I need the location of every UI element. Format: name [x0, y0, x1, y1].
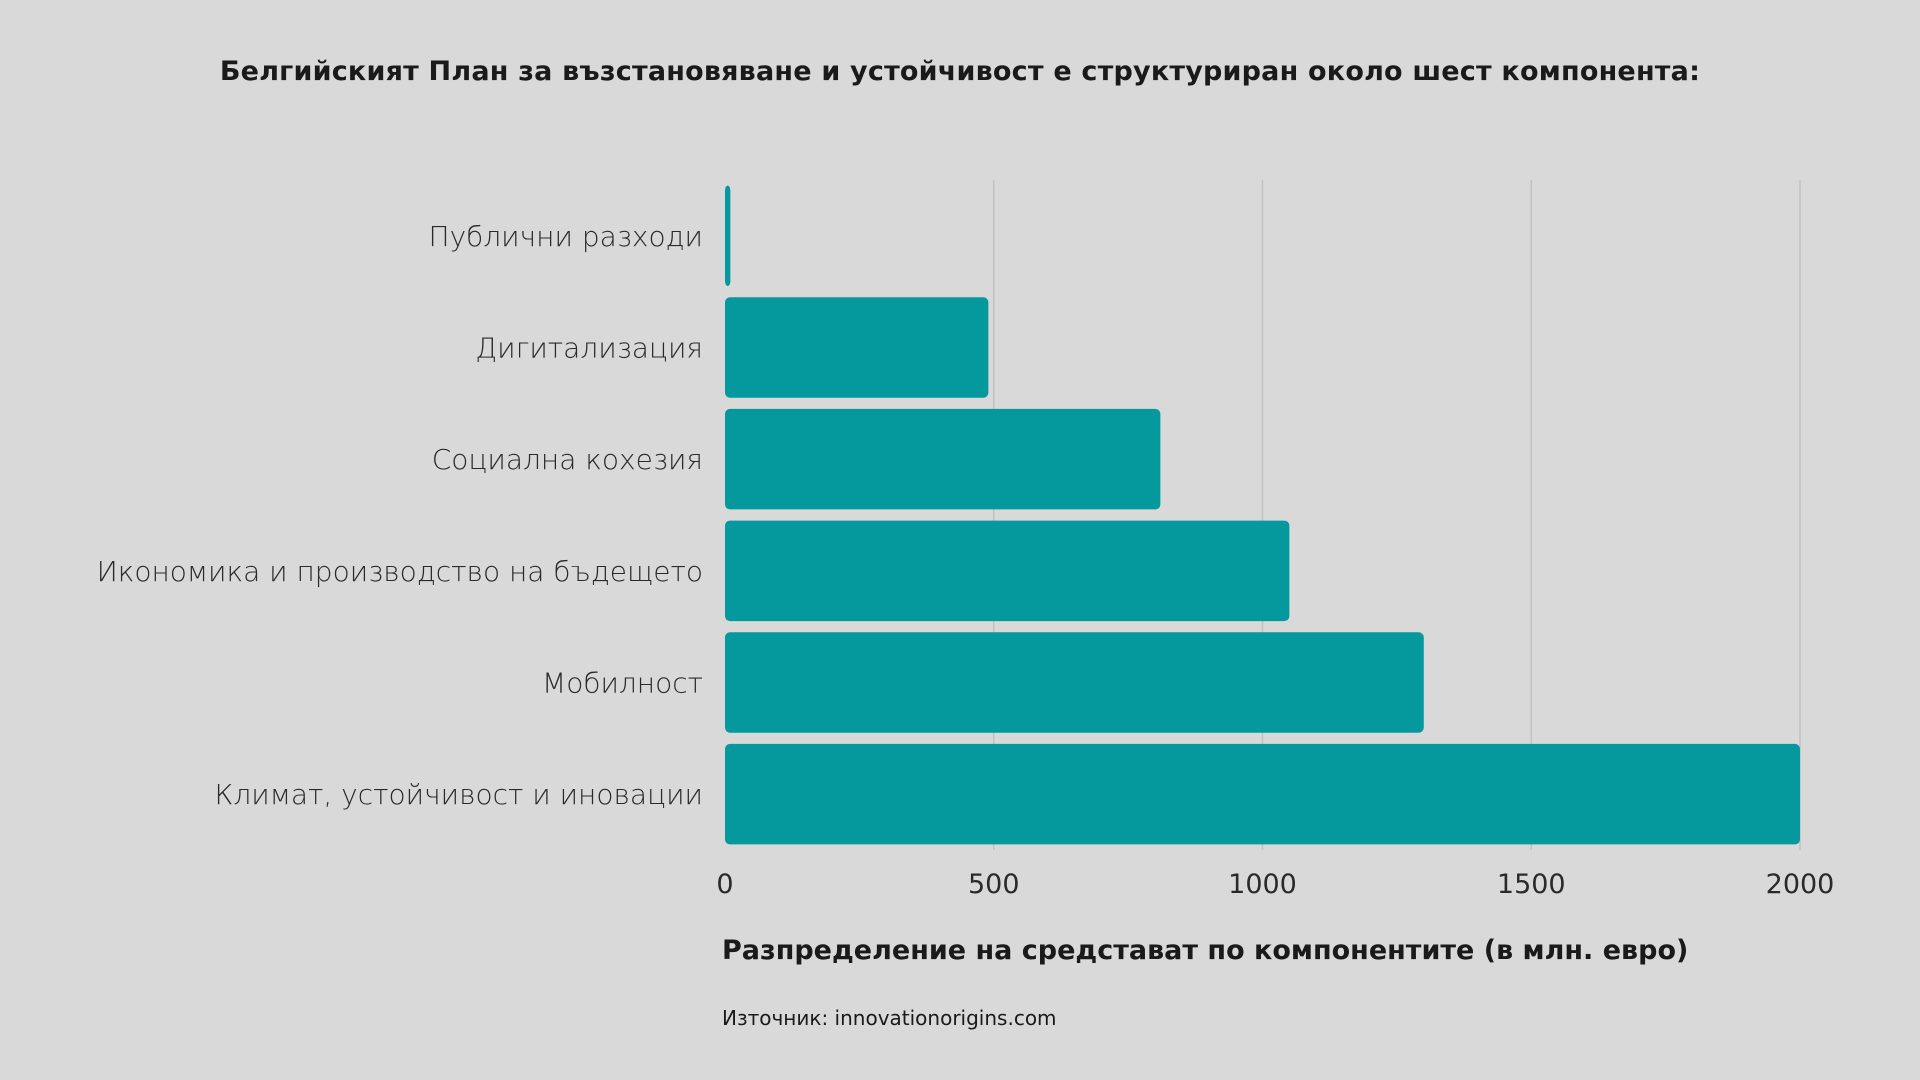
- x-tick-label: 500: [968, 869, 1020, 900]
- source-note: Източник: innovationorigins.com: [722, 1006, 1057, 1030]
- bar: [725, 408, 1161, 510]
- category-label: Социална кохезия: [432, 443, 703, 476]
- chart-title: Белгийският План за възстановяване и уст…: [219, 56, 1701, 87]
- x-tick-labels: 0 500 1000 1500 2000: [716, 869, 1834, 900]
- x-tick-label: 1500: [1497, 869, 1566, 900]
- x-axis-label: Разпределение на средстават по компонент…: [722, 935, 1689, 966]
- category-label: Климат, устойчивост и иновации: [215, 778, 703, 811]
- bar: [725, 632, 1424, 733]
- bars: [725, 185, 1800, 845]
- category-label: Мобилност: [542, 667, 703, 700]
- category-labels: Публични разходи Дигитализация Социална ко…: [97, 220, 703, 811]
- gridlines: [993, 180, 1801, 850]
- bar: [725, 185, 731, 287]
- bar: [725, 297, 989, 398]
- x-tick-label: 2000: [1766, 869, 1835, 900]
- category-label: Публични разходи: [429, 220, 703, 253]
- x-tick-label: 1000: [1228, 869, 1297, 900]
- bar: [725, 520, 1290, 622]
- bar: [725, 743, 1800, 845]
- category-label: Икономика и производство на бъдещето: [97, 555, 703, 588]
- category-label: Дигитализация: [475, 332, 703, 365]
- x-tick-label: 0: [716, 869, 733, 900]
